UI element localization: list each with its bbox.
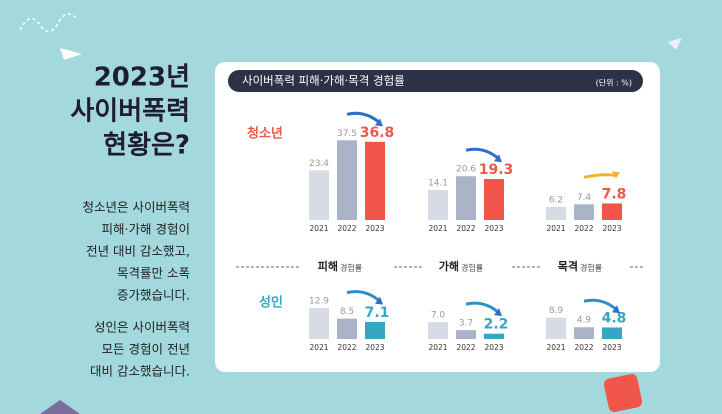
decoration xyxy=(60,48,82,60)
column-suffix: 경험률 xyxy=(580,263,602,273)
paragraph-line: 전년 대비 감소했고, xyxy=(86,244,190,259)
x-tick-label: 2021 xyxy=(546,224,565,233)
group-label: 성인 xyxy=(259,295,283,311)
paragraph-line: 피해·가해 경험이 xyxy=(102,222,190,237)
bar xyxy=(365,321,385,339)
bar xyxy=(602,203,622,220)
trend-arrow-head xyxy=(375,118,383,127)
x-tick-label: 2023 xyxy=(484,224,503,233)
x-tick-label: 2022 xyxy=(337,224,356,233)
unit: (단위 : %) xyxy=(596,78,632,88)
decoration xyxy=(19,13,79,33)
trend-arrow xyxy=(583,173,617,179)
bar xyxy=(602,327,622,339)
bar xyxy=(428,190,448,220)
value-label: 8.9 xyxy=(549,306,564,316)
paragraph-line: 증가했습니다. xyxy=(117,288,190,303)
value-label: 12.9 xyxy=(309,297,329,307)
value-label: 37.5 xyxy=(337,129,357,139)
trend-arrow-head xyxy=(612,305,620,314)
x-tick-label: 2023 xyxy=(484,343,503,352)
charts: 피해 경험률 가해 경험률 목격 경험률23.4202137.5202236.820231… xyxy=(309,111,627,352)
value-label: 6.2 xyxy=(549,195,563,205)
column-label: 가해 xyxy=(439,259,459,273)
paragraph-line: 대비 감소했습니다. xyxy=(90,364,190,379)
paragraph-line: 청소년은 사이버폭력 xyxy=(83,200,190,215)
panel-header xyxy=(228,70,643,92)
bar xyxy=(309,170,329,220)
bar xyxy=(484,178,504,220)
x-tick-label: 2022 xyxy=(337,343,356,352)
value-label: 2.2 xyxy=(484,317,509,333)
x-tick-label: 2023 xyxy=(602,343,621,352)
column-label: 목격 xyxy=(558,259,578,273)
decoration xyxy=(668,38,682,50)
bar xyxy=(546,317,566,339)
x-tick-label: 2022 xyxy=(574,343,593,352)
value-label: 14.1 xyxy=(428,179,448,189)
trend-arrow-head xyxy=(494,308,502,317)
bar xyxy=(309,308,329,339)
group-label: 청소년 xyxy=(247,126,283,142)
x-tick-label: 2021 xyxy=(546,343,565,352)
panel-title: 사이버폭력 피해·가해·목격 경험률 xyxy=(242,74,405,88)
x-tick-label: 2021 xyxy=(309,343,328,352)
column-suffix: 경험률 xyxy=(461,263,483,273)
decoration xyxy=(40,400,80,414)
value-label: 7.4 xyxy=(577,193,592,203)
value-label: 8.5 xyxy=(340,307,354,317)
bar xyxy=(456,330,476,339)
bar xyxy=(574,204,594,220)
value-label: 4.9 xyxy=(577,316,592,326)
headline: 사이버폭력 xyxy=(70,97,190,127)
bar xyxy=(337,318,357,339)
trend-arrow-head xyxy=(375,296,383,305)
trend-arrow-head xyxy=(494,154,502,163)
bar xyxy=(337,140,357,220)
decoration xyxy=(603,373,643,413)
value-label: 36.8 xyxy=(360,125,395,141)
x-tick-label: 2021 xyxy=(428,343,447,352)
x-tick-label: 2023 xyxy=(602,224,621,233)
value-label: 19.3 xyxy=(479,162,514,178)
headline: 2023년 xyxy=(94,63,190,93)
x-tick-label: 2022 xyxy=(456,343,475,352)
column-suffix: 경험률 xyxy=(340,263,362,273)
headline: 현황은? xyxy=(103,131,190,161)
trend-arrow xyxy=(346,111,380,124)
x-tick-label: 2021 xyxy=(428,224,447,233)
x-tick-label: 2022 xyxy=(456,224,475,233)
x-tick-label: 2023 xyxy=(365,343,384,352)
trend-arrow xyxy=(465,147,499,160)
bar xyxy=(365,141,385,220)
paragraph-line: 모든 경험이 전년 xyxy=(102,342,190,357)
value-label: 23.4 xyxy=(309,159,329,169)
value-label: 7.0 xyxy=(431,311,446,321)
paragraph-line: 성인은 사이버폭력 xyxy=(94,320,190,335)
x-tick-label: 2023 xyxy=(365,224,384,233)
trend-arrow xyxy=(465,301,499,314)
column-label: 피해 xyxy=(318,259,338,273)
value-label: 3.7 xyxy=(459,319,473,329)
paragraph-line: 목격률만 소폭 xyxy=(117,266,190,281)
x-tick-label: 2021 xyxy=(309,224,328,233)
value-label: 20.6 xyxy=(456,165,476,175)
value-label: 7.8 xyxy=(602,186,627,202)
trend-arrow xyxy=(346,290,380,302)
bar xyxy=(456,176,476,220)
x-tick-label: 2022 xyxy=(574,224,593,233)
trend-arrow xyxy=(583,298,617,311)
value-label: 4.8 xyxy=(602,310,627,326)
bar xyxy=(546,206,566,220)
bar xyxy=(574,327,594,339)
bar xyxy=(428,322,448,339)
trend-arrow-head xyxy=(612,171,620,179)
value-label: 7.1 xyxy=(365,305,390,321)
bar xyxy=(484,333,504,339)
